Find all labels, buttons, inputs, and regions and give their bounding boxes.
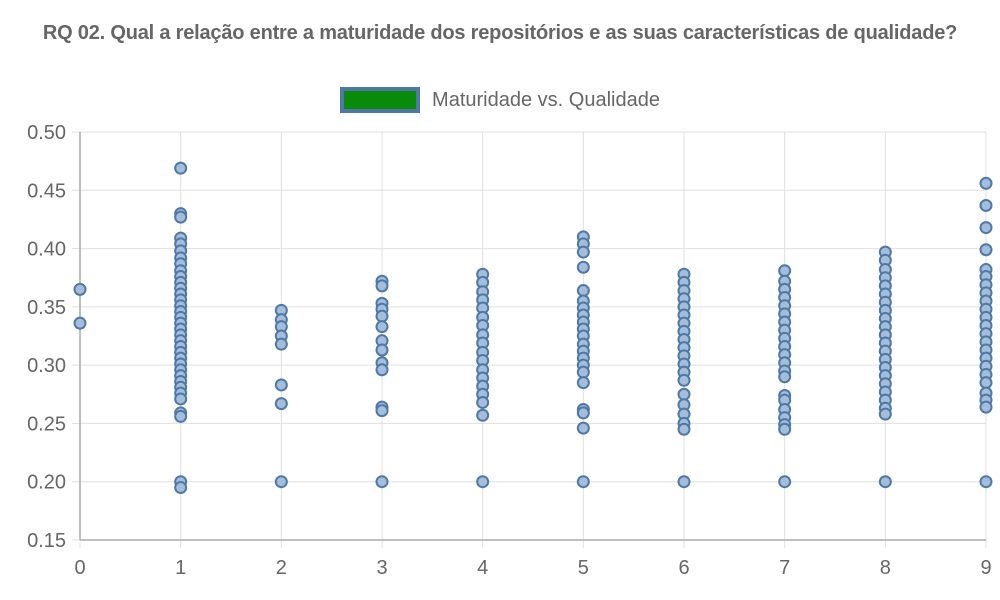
x-tick-label: 9 bbox=[980, 557, 991, 579]
legend-label: Maturidade vs. Qualidade bbox=[432, 88, 660, 111]
data-point[interactable] bbox=[677, 387, 691, 401]
data-point[interactable] bbox=[375, 343, 389, 357]
data-point[interactable] bbox=[375, 309, 389, 323]
data-point[interactable] bbox=[174, 210, 188, 224]
data-point[interactable] bbox=[375, 475, 389, 489]
y-tick-label: 0.20 bbox=[27, 472, 66, 494]
data-point[interactable] bbox=[677, 422, 691, 436]
y-tick-label: 0.40 bbox=[27, 239, 66, 261]
chart-title: RQ 02. Qual a relação entre a maturidade… bbox=[42, 22, 958, 44]
data-point[interactable] bbox=[576, 376, 590, 390]
x-tick-label: 3 bbox=[376, 557, 387, 579]
data-point[interactable] bbox=[73, 316, 87, 330]
data-point[interactable] bbox=[677, 373, 691, 387]
data-point[interactable] bbox=[979, 376, 993, 390]
data-point[interactable] bbox=[979, 198, 993, 212]
data-point[interactable] bbox=[375, 404, 389, 418]
data-point[interactable] bbox=[274, 397, 288, 411]
data-point[interactable] bbox=[576, 284, 590, 298]
data-point[interactable] bbox=[174, 392, 188, 406]
data-point[interactable] bbox=[576, 365, 590, 379]
data-point[interactable] bbox=[677, 475, 691, 489]
data-point[interactable] bbox=[174, 409, 188, 423]
data-point[interactable] bbox=[778, 475, 792, 489]
x-tick-label: 5 bbox=[578, 557, 589, 579]
x-tick-label: 7 bbox=[779, 557, 790, 579]
data-point[interactable] bbox=[979, 176, 993, 190]
x-tick-label: 8 bbox=[880, 557, 891, 579]
data-point[interactable] bbox=[375, 279, 389, 293]
data-point[interactable] bbox=[576, 260, 590, 274]
data-point[interactable] bbox=[274, 378, 288, 392]
grid-lines bbox=[79, 131, 987, 541]
x-tick-label: 1 bbox=[175, 557, 186, 579]
data-points bbox=[73, 161, 993, 495]
y-tick-label: 0.15 bbox=[27, 530, 66, 552]
x-tick-label: 6 bbox=[678, 557, 689, 579]
x-tick-label: 0 bbox=[74, 557, 85, 579]
data-point[interactable] bbox=[274, 337, 288, 351]
data-point[interactable] bbox=[375, 363, 389, 377]
data-point[interactable] bbox=[375, 320, 389, 334]
data-point[interactable] bbox=[979, 243, 993, 257]
data-point[interactable] bbox=[576, 245, 590, 259]
data-point[interactable] bbox=[174, 161, 188, 175]
y-tick-label: 0.25 bbox=[27, 413, 66, 435]
data-point[interactable] bbox=[778, 422, 792, 436]
y-tick-label: 0.35 bbox=[27, 297, 66, 319]
y-tick-label: 0.30 bbox=[27, 355, 66, 377]
data-point[interactable] bbox=[778, 264, 792, 278]
data-point[interactable] bbox=[778, 370, 792, 384]
data-point[interactable] bbox=[174, 481, 188, 495]
axes bbox=[72, 131, 987, 548]
data-point[interactable] bbox=[576, 421, 590, 435]
data-point[interactable] bbox=[979, 400, 993, 414]
y-tick-label: 0.45 bbox=[27, 180, 66, 202]
data-point[interactable] bbox=[979, 475, 993, 489]
data-point[interactable] bbox=[476, 395, 490, 409]
x-tick-label: 4 bbox=[477, 557, 488, 579]
data-point[interactable] bbox=[274, 475, 288, 489]
legend-swatch[interactable] bbox=[340, 87, 421, 113]
data-point[interactable] bbox=[576, 406, 590, 420]
data-point[interactable] bbox=[476, 408, 490, 422]
data-point[interactable] bbox=[73, 282, 87, 296]
data-point[interactable] bbox=[878, 407, 892, 421]
tick-labels: 0.15 0.20 0.25 0.30 0.35 0.40 0.45 0.50 0 1 2 3 4 5 6 7… bbox=[27, 122, 992, 579]
data-point[interactable] bbox=[979, 221, 993, 235]
legend: Maturidade vs. Qualidade bbox=[0, 87, 1000, 118]
y-tick-label: 0.50 bbox=[27, 122, 66, 144]
x-tick-label: 2 bbox=[276, 557, 287, 579]
data-point[interactable] bbox=[576, 475, 590, 489]
data-point[interactable] bbox=[476, 475, 490, 489]
data-point[interactable] bbox=[878, 475, 892, 489]
